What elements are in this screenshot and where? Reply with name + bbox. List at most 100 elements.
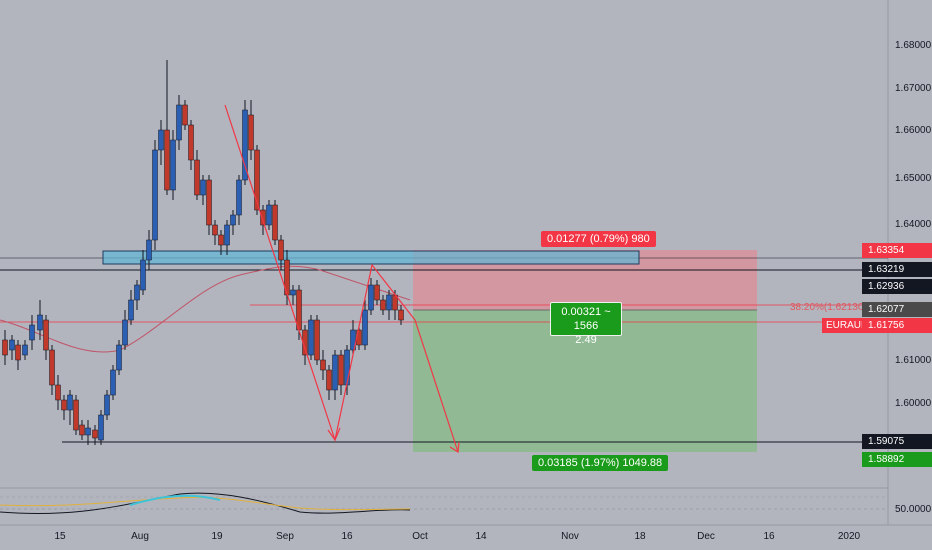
- candle-body: [22, 344, 28, 356]
- risk-reward-line1: 0.00321 ~ 1566: [561, 306, 611, 332]
- price-tick: 1.64000: [895, 219, 932, 230]
- candle-body: [266, 204, 272, 226]
- date-tick: Dec: [697, 531, 715, 542]
- candle-body: [272, 204, 278, 241]
- candle-body: [332, 354, 338, 391]
- candle-body: [134, 284, 140, 301]
- price-tag: 1.59075: [862, 434, 932, 449]
- candle-body: [79, 424, 85, 436]
- candle-body: [37, 314, 43, 331]
- candle-body: [170, 139, 176, 191]
- candle-body: [92, 429, 98, 439]
- price-tag: 1.62077: [862, 302, 932, 317]
- candle-body: [338, 354, 344, 386]
- price-tag: 1.58892: [862, 452, 932, 467]
- candle-body: [380, 299, 386, 311]
- price-tick: 1.61000: [895, 355, 932, 366]
- oscillator-hist: [129, 494, 221, 506]
- candle-body: [362, 309, 368, 346]
- date-tick: 14: [475, 531, 487, 542]
- candle-body: [73, 399, 79, 431]
- candle-body: [176, 104, 182, 141]
- candle-body: [85, 427, 91, 436]
- candle-body: [182, 104, 188, 126]
- candle-body: [15, 344, 21, 361]
- candle-body: [152, 149, 158, 241]
- price-tag: 1.63354: [862, 243, 932, 258]
- price-tick: 50.0000: [895, 504, 932, 515]
- price-tick: 1.66000: [895, 125, 932, 136]
- candle-body: [67, 394, 73, 411]
- price-tick: 1.67000: [895, 83, 932, 94]
- candle-body: [236, 179, 242, 216]
- candle-body: [248, 114, 254, 151]
- candle-body: [242, 109, 248, 181]
- date-tick: Sep: [276, 531, 294, 542]
- candle-body: [110, 369, 116, 396]
- candle-body: [218, 234, 224, 246]
- symbol-tag: EURAUD: [822, 318, 868, 333]
- oscillator-line: [0, 492, 411, 514]
- candle-body: [61, 399, 67, 411]
- candle-body: [350, 329, 356, 351]
- candle-body: [320, 359, 326, 371]
- price-tag: 1.62936: [862, 279, 932, 294]
- price-tag: 1.63219: [862, 262, 932, 277]
- target-label: 0.03185 (1.97%) 1049.88: [532, 455, 669, 471]
- candle-body: [230, 214, 236, 226]
- oscillator-signal: [0, 496, 411, 511]
- candle-body: [224, 224, 230, 246]
- candle-body: [98, 414, 104, 441]
- stop-loss-label: 0.01277 (0.79%) 980: [541, 231, 656, 247]
- candle-body: [122, 319, 128, 346]
- date-tick: 16: [341, 531, 353, 542]
- candle-body: [116, 344, 122, 371]
- price-tag: 1.61756: [862, 318, 932, 333]
- fib-level-label: 38.20%(1.62130): [790, 302, 867, 313]
- candle-body: [200, 179, 206, 196]
- date-tick: 19: [211, 531, 223, 542]
- date-tick: 2020: [837, 531, 861, 542]
- candle-body: [49, 349, 55, 386]
- candle-body: [188, 124, 194, 161]
- candle-body: [43, 319, 49, 351]
- date-tick: Oct: [412, 531, 428, 542]
- arrow-head-2: [449, 441, 460, 454]
- candle-body: [9, 339, 15, 351]
- date-tick: 16: [763, 531, 775, 542]
- candle-body: [368, 284, 374, 311]
- price-tick: 1.68000: [895, 40, 932, 51]
- candle-body: [29, 324, 35, 341]
- candle-body: [128, 299, 134, 321]
- candle-body: [104, 394, 110, 416]
- price-tick: 1.60000: [895, 398, 932, 409]
- candle-body: [326, 369, 332, 391]
- candle-body: [158, 129, 164, 151]
- candle-body: [344, 349, 350, 386]
- candle-body: [386, 294, 392, 311]
- arrow-head-1: [327, 427, 341, 442]
- candle-body: [146, 239, 152, 261]
- risk-reward-box: 0.00321 ~ 1566 2.49: [550, 302, 622, 346]
- moving-average: [0, 265, 411, 353]
- candle-body: [308, 319, 314, 356]
- date-tick: Nov: [561, 531, 579, 542]
- candle-body: [254, 149, 260, 211]
- supply-zone: [102, 250, 640, 265]
- price-tick: 1.65000: [895, 173, 932, 184]
- candle-body: [398, 309, 404, 321]
- candle-body: [212, 224, 218, 236]
- candle-body: [290, 289, 296, 296]
- pattern-arrow-path: [224, 104, 459, 453]
- candle-body: [260, 209, 266, 226]
- candle-body: [2, 339, 8, 356]
- date-tick: 18: [634, 531, 646, 542]
- candle-body: [140, 259, 146, 291]
- candle-body: [164, 129, 170, 191]
- date-tick: Aug: [131, 531, 149, 542]
- candle-body: [374, 284, 380, 301]
- candle-body: [55, 384, 61, 401]
- candle-body: [206, 179, 212, 226]
